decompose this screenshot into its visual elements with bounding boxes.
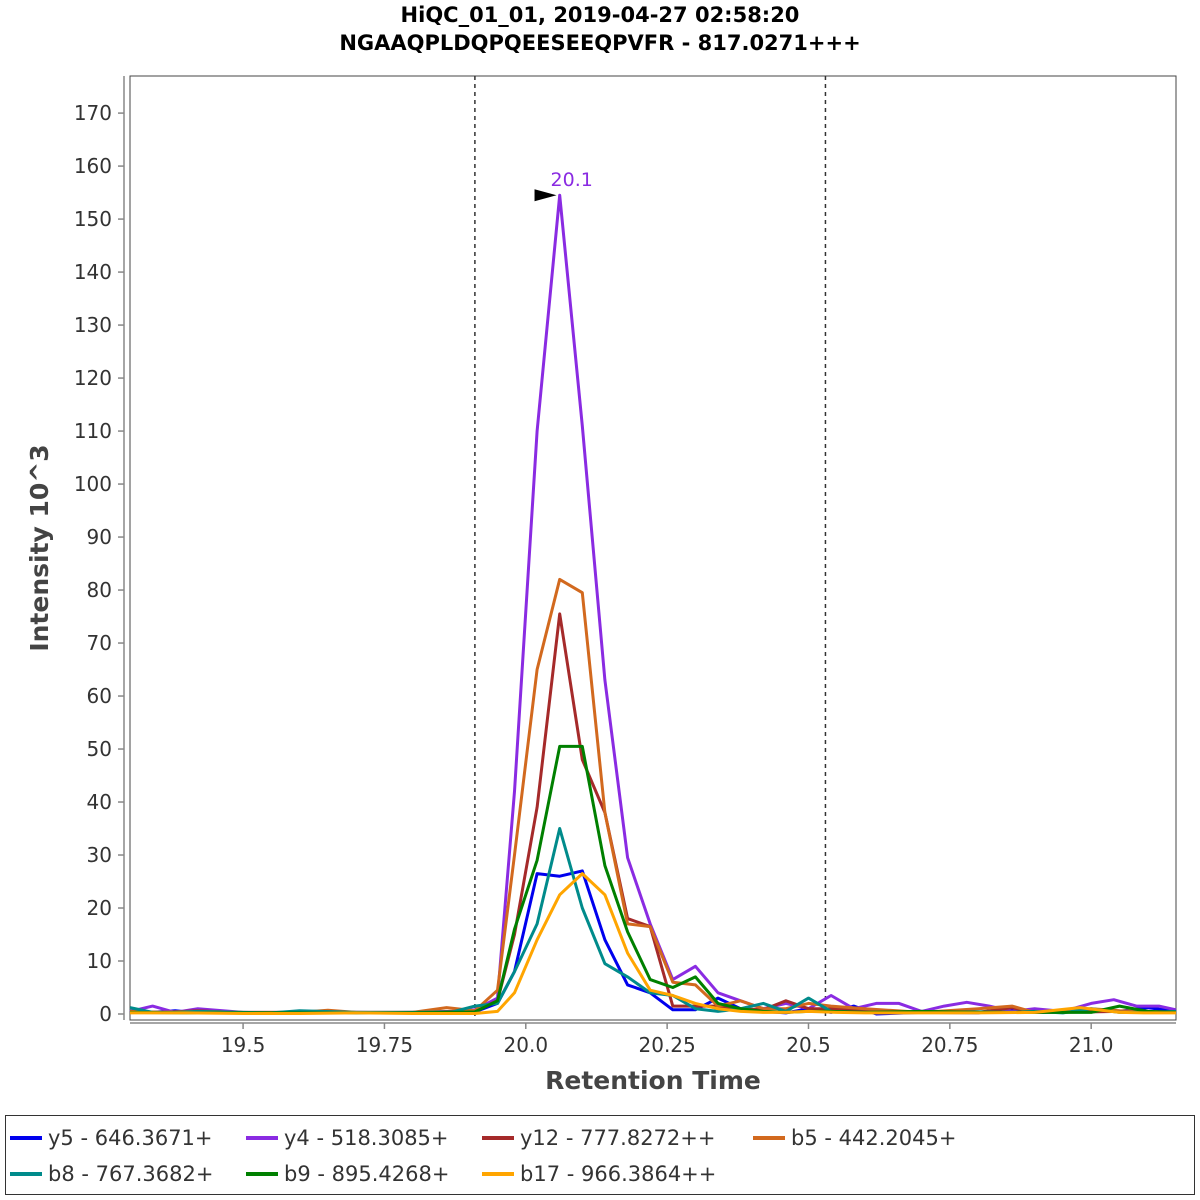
y-tick-label: 30 xyxy=(87,843,112,867)
y-tick-label: 90 xyxy=(87,525,112,549)
x-tick-label: 19.75 xyxy=(356,1033,413,1057)
x-tick-label: 19.5 xyxy=(221,1033,266,1057)
plot-area xyxy=(129,75,1177,1021)
legend-label: b5 - 442.2045+ xyxy=(791,1126,957,1150)
x-tick-label: 20.0 xyxy=(504,1033,549,1057)
y-tick-label: 50 xyxy=(87,737,112,761)
y-tick-label: 10 xyxy=(87,949,112,973)
y-ticks: 0 10 20 30 40 50 60 70 80 90 100 110 120 130 140 150 160… xyxy=(74,101,124,1026)
chart-subtitle: NGAAQPLDQPQEESEEQPVFR - 817.0271+++ xyxy=(339,31,860,55)
chart-title: HiQC_01_01, 2019-04-27 02:58:20 xyxy=(401,3,800,27)
y-tick-label: 100 xyxy=(74,472,112,496)
legend-item-b8: b8 - 767.3682+ xyxy=(10,1160,213,1188)
legend-swatch xyxy=(482,1136,514,1140)
legend-swatch xyxy=(10,1136,42,1140)
legend-item-y12: y12 - 777.8272++ xyxy=(482,1124,715,1152)
legend-label: y5 - 646.3671+ xyxy=(48,1126,213,1150)
y-tick-label: 140 xyxy=(74,260,112,284)
legend: y5 - 646.3671+ y4 - 518.3085+ y12 - 777.… xyxy=(5,1115,1195,1195)
x-tick-label: 20.75 xyxy=(921,1033,978,1057)
y-tick-label: 150 xyxy=(74,207,112,231)
legend-item-b5: b5 - 442.2045+ xyxy=(753,1124,956,1152)
peak-marker-icon xyxy=(534,189,557,202)
legend-label: y4 - 518.3085+ xyxy=(284,1126,449,1150)
y-tick-label: 60 xyxy=(87,684,112,708)
legend-swatch xyxy=(753,1136,785,1140)
legend-item-y5: y5 - 646.3671+ xyxy=(10,1124,213,1152)
x-tick-label: 21.0 xyxy=(1069,1033,1114,1057)
legend-swatch xyxy=(246,1136,278,1140)
y-tick-label: 40 xyxy=(87,790,112,814)
legend-label: b8 - 767.3682+ xyxy=(48,1162,214,1186)
legend-swatch xyxy=(246,1172,278,1176)
legend-swatch xyxy=(10,1172,42,1176)
legend-label: y12 - 777.8272++ xyxy=(520,1126,716,1150)
x-ticks: 19.5 19.75 20.0 20.25 20.5 20.75 21.0 xyxy=(221,1023,1114,1057)
legend-item-b17: b17 - 966.3864++ xyxy=(482,1160,716,1188)
y-tick-label: 170 xyxy=(74,101,112,125)
y-tick-label: 80 xyxy=(87,578,112,602)
series-lines xyxy=(129,193,1177,1016)
peak-annotation-label: 20.1 xyxy=(551,169,593,191)
legend-swatch xyxy=(482,1172,514,1176)
y-tick-label: 0 xyxy=(99,1002,112,1026)
y-axis-label: Intensity 10^3 xyxy=(25,444,54,651)
y-tick-label: 130 xyxy=(74,313,112,337)
x-tick-label: 20.25 xyxy=(639,1033,696,1057)
integration-boundaries xyxy=(474,76,827,1020)
chart: HiQC_01_01, 2019-04-27 02:58:20 NGAAQPLD… xyxy=(25,3,1177,1095)
legend-label: b17 - 966.3864++ xyxy=(520,1162,717,1186)
legend-label: b9 - 895.4268+ xyxy=(284,1162,450,1186)
y-tick-label: 120 xyxy=(74,366,112,390)
y-tick-label: 160 xyxy=(74,154,112,178)
y-tick-label: 110 xyxy=(74,419,112,443)
legend-item-b9: b9 - 895.4268+ xyxy=(246,1160,449,1188)
y-tick-label: 70 xyxy=(87,631,112,655)
series-line-6 xyxy=(130,872,1176,1015)
peak-annotation: 20.1 xyxy=(534,169,593,202)
y-tick-label: 20 xyxy=(87,896,112,920)
legend-item-y4: y4 - 518.3085+ xyxy=(246,1124,449,1152)
x-axis-label: Retention Time xyxy=(545,1066,761,1095)
x-tick-label: 20.5 xyxy=(786,1033,831,1057)
